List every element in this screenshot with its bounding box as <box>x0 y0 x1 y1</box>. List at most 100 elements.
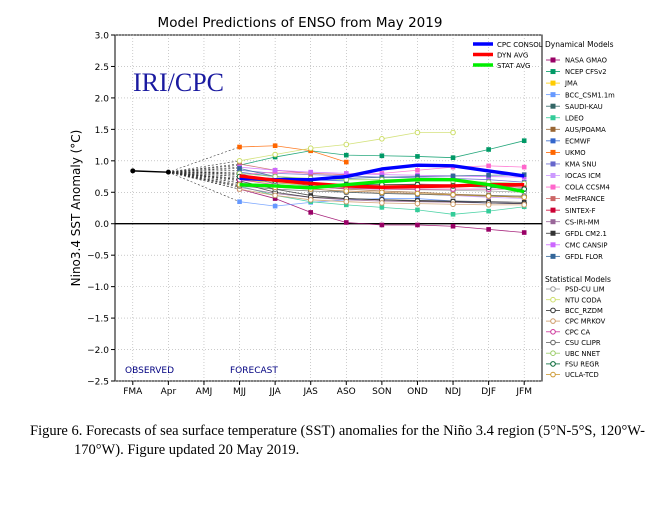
average-legend: CPC CONSOL DYN AVG STAT AVG <box>473 41 543 70</box>
legend-label: SAUDI-KAU <box>565 103 603 111</box>
legend-marker <box>550 149 556 155</box>
y-tick-label: 2.5 <box>95 63 109 73</box>
y-axis-label: Nino3.4 SST Anomaly (°C) <box>69 130 83 287</box>
data-point <box>414 129 421 136</box>
legend-marker <box>550 184 556 190</box>
data-point <box>272 192 278 199</box>
legend-marker <box>550 126 556 132</box>
legend-marker <box>550 307 556 314</box>
y-tick-label: 0.5 <box>95 189 109 199</box>
legend-marker <box>550 161 556 167</box>
y-tick-label: −0.5 <box>87 252 109 262</box>
data-point <box>343 152 349 158</box>
legend-marker <box>550 207 556 213</box>
legend-marker <box>550 371 556 378</box>
data-point <box>521 230 527 235</box>
data-point <box>521 194 528 201</box>
legend-label: CPC CA <box>565 328 590 336</box>
iri-cpc-watermark: IRI/CPC <box>133 68 224 97</box>
y-tick-label: 1.5 <box>95 126 109 136</box>
x-tick-label: MJJ <box>233 387 246 397</box>
data-point <box>343 188 350 194</box>
data-point <box>272 203 278 209</box>
legend-marker <box>550 329 556 335</box>
x-tick-label: AMJ <box>196 387 213 397</box>
observed-line <box>132 170 169 173</box>
data-point <box>521 174 527 180</box>
average-line <box>239 177 525 194</box>
y-tick-label: 3.0 <box>95 32 110 42</box>
data-point <box>521 138 527 143</box>
data-point <box>308 210 314 215</box>
legend-marker <box>550 115 556 121</box>
data-point <box>272 167 278 173</box>
data-point <box>414 190 421 197</box>
legend-label: CPC MRKOV <box>565 318 606 326</box>
forecast-connector <box>168 171 240 186</box>
series-line <box>239 145 347 163</box>
enso-chart: Model Predictions of ENSO from May 2019 … <box>69 15 615 397</box>
data-point <box>485 202 492 208</box>
legend-marker <box>550 339 556 346</box>
legend-label: JMA <box>564 80 578 88</box>
x-tick-label: JFM <box>515 387 532 397</box>
data-point <box>237 199 242 205</box>
data-point <box>343 198 350 205</box>
legend-label: AUS/POAMA <box>565 126 606 134</box>
data-point <box>415 174 420 179</box>
x-tick-label: NDJ <box>445 387 461 397</box>
data-point <box>521 164 527 170</box>
x-tick-label: ASO <box>337 387 356 397</box>
data-point <box>343 202 349 208</box>
legend-label: ECMWF <box>565 137 591 145</box>
legend-label: CSU CLIPR <box>565 339 601 347</box>
legend-marker <box>550 92 556 98</box>
observed-point <box>130 168 136 174</box>
forecast-connector <box>168 146 240 173</box>
data-point <box>343 159 349 165</box>
data-point <box>308 169 314 175</box>
forecast-connector <box>168 171 240 190</box>
legend-label: STAT AVG <box>497 62 530 70</box>
y-tick-label: −1.0 <box>87 283 109 293</box>
legend-label: NASA GMAO <box>565 57 607 65</box>
data-point <box>486 227 491 232</box>
data-point <box>272 196 278 201</box>
data-point <box>307 145 314 152</box>
data-point <box>521 202 528 208</box>
data-point <box>450 201 456 208</box>
legend-label: BCC_RZDM <box>565 307 603 315</box>
legend-label: GFDL FLOR <box>565 253 603 261</box>
legend-label: PSD-CU LIM <box>565 286 605 294</box>
legend-label: SINTEX-F <box>565 207 596 215</box>
x-tick-label: JAS <box>303 387 319 397</box>
x-tick-label: FMA <box>123 387 143 397</box>
legend-label: CMC CANSIP <box>565 241 607 249</box>
legend-marker <box>550 196 556 202</box>
data-point <box>450 223 456 229</box>
y-tick-label: 2.0 <box>95 94 110 104</box>
legend-label: UBC NNET <box>565 350 601 358</box>
figure-caption: Figure 6. Forecasts of sea surface tempe… <box>30 423 645 458</box>
data-point <box>379 200 385 206</box>
legend-label: GFDL CM2.1 <box>565 230 607 238</box>
data-point <box>343 141 350 148</box>
x-tick-label: Apr <box>161 387 177 397</box>
y-tick-label: 0.0 <box>95 220 110 230</box>
dynamical-legend-title: Dynamical Models <box>545 40 614 49</box>
data-point <box>415 154 420 159</box>
series-line <box>239 163 347 176</box>
data-point <box>485 193 492 199</box>
x-tick-label: SON <box>372 387 392 397</box>
data-point <box>236 158 243 164</box>
legend-marker <box>550 138 556 144</box>
data-point <box>272 151 278 158</box>
x-tick-label: OND <box>407 387 428 397</box>
legend-marker <box>550 219 556 225</box>
data-point <box>450 191 456 198</box>
observed-label: OBSERVED <box>125 366 174 376</box>
observed-point <box>165 169 171 175</box>
legend-marker <box>550 318 556 324</box>
legend-label: DYN AVG <box>497 52 528 60</box>
legend-label: UCLA-TCD <box>565 371 599 379</box>
